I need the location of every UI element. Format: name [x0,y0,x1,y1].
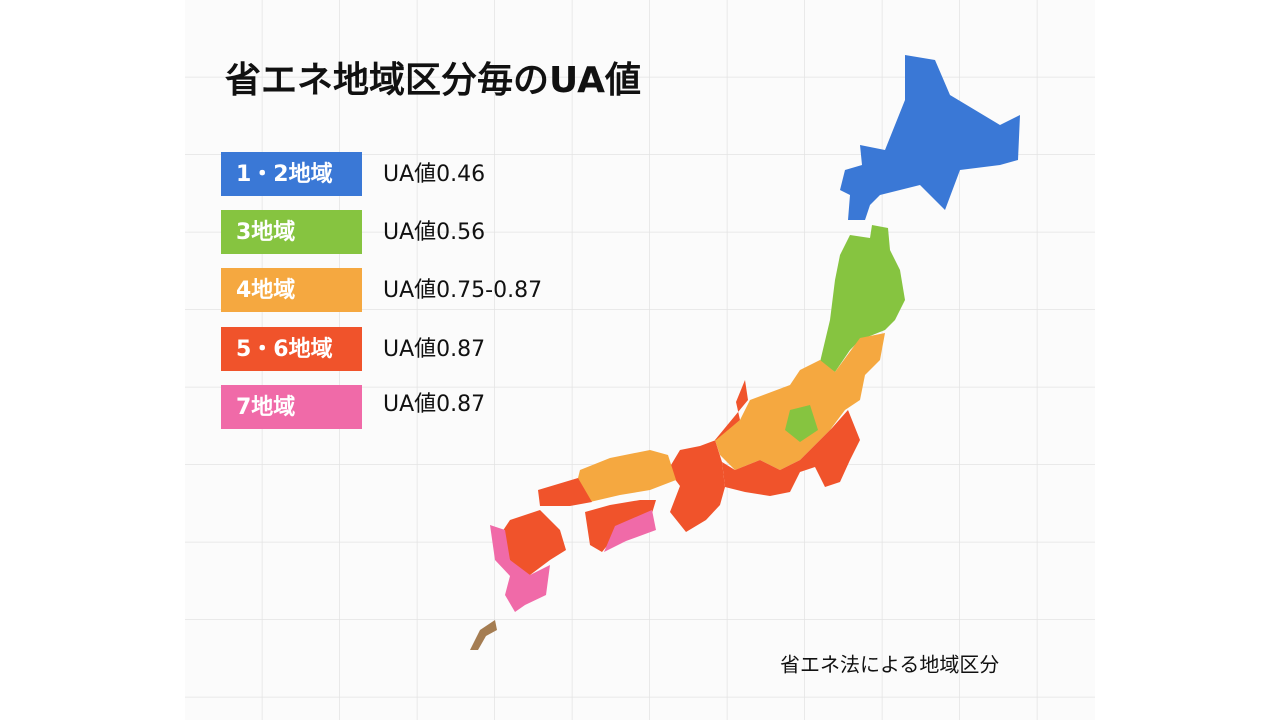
region-kyushu-north [500,510,566,575]
japan-map [470,55,1020,650]
region-nagano [785,405,818,442]
legend-value: UA値0.56 [383,220,485,245]
region-hokkaido [840,55,1020,220]
legend-value: UA値0.75-0.87 [383,278,542,303]
legend-value: UA値0.87 [383,392,485,417]
region-kinki [668,380,748,532]
legend-label: 1・2地域 [236,161,333,187]
region-west-chugoku [538,478,592,506]
legend-swatch [221,385,362,429]
legend-swatch [221,210,362,254]
legend-swatch [221,268,362,312]
legend-swatch [221,152,362,196]
legend-label: 4地域 [236,277,295,303]
legend-swatch [221,327,362,371]
region-central [715,333,885,470]
legend-value: UA値0.87 [383,337,485,362]
region-okinawa [470,620,497,650]
legend-value: UA値0.46 [383,162,485,187]
region-kyushu-south [490,525,550,612]
region-tohoku [820,225,905,372]
title: 省エネ地域区分毎のUA値 [225,60,641,101]
legend-label: 7地域 [236,394,295,420]
legend-label: 3地域 [236,219,295,245]
region-shikoku-south [604,510,656,552]
region-kanto [722,410,860,496]
region-chugoku [575,450,676,502]
caption: 省エネ法による地域区分 [780,653,999,677]
legend: 1・2地域 UA値0.46 3地域 UA値0.56 4地域 UA値0.75-0.… [221,152,542,429]
legend-label: 5・6地域 [236,336,333,362]
